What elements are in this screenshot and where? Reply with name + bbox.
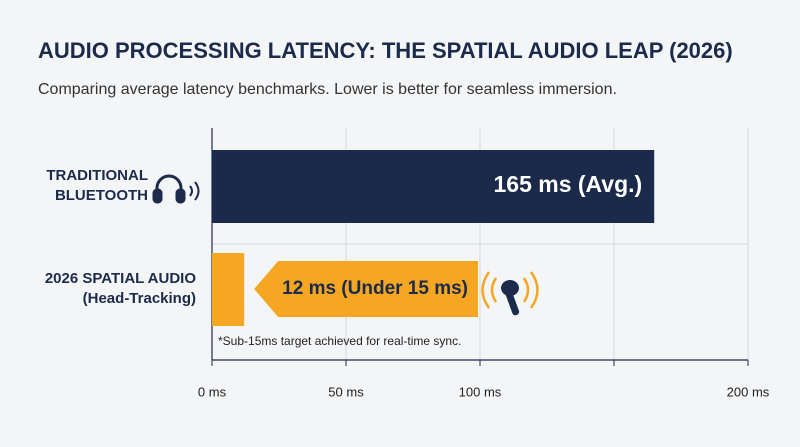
x-tick-label: 200 ms xyxy=(727,384,770,399)
headphone-icon xyxy=(152,174,200,204)
y-tick-label: 2026 SPATIAL AUDIO (Head-Tracking) xyxy=(45,270,196,307)
bar xyxy=(212,253,245,326)
value-label: 165 ms (Avg.) xyxy=(493,171,642,197)
y-tick-label: TRADITIONAL BLUETOOTH xyxy=(46,167,148,204)
earbud-icon xyxy=(481,271,539,316)
annotation: *Sub-15ms target achieved for real-time … xyxy=(218,334,461,348)
chart-title: AUDIO PROCESSING LATENCY: THE SPATIAL AU… xyxy=(38,38,733,63)
x-tick-label: 100 ms xyxy=(459,384,502,399)
x-tick-label: 50 ms xyxy=(328,384,364,399)
x-tick-label: 0 ms xyxy=(198,384,227,399)
callout-arrow xyxy=(254,261,478,317)
value-label: 12 ms (Under 15 ms) xyxy=(282,278,468,299)
chart-subtitle: Comparing average latency benchmarks. Lo… xyxy=(38,81,617,98)
bar xyxy=(212,150,655,223)
